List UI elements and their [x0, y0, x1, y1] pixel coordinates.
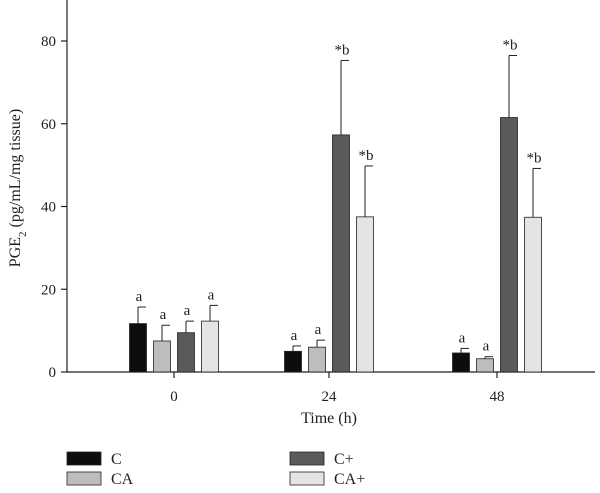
significance-label: *b [359, 148, 374, 164]
bar [153, 340, 171, 373]
significance-label: a [184, 303, 191, 319]
legend-swatch [289, 471, 325, 486]
legend-swatch [66, 471, 102, 486]
significance-label: a [315, 322, 322, 338]
bar [500, 117, 518, 373]
bar [476, 358, 494, 373]
significance-label: *b [527, 150, 542, 166]
bar [308, 346, 326, 373]
x-tick-label: 24 [322, 389, 338, 405]
significance-labels: a a a a a a a *b *b a *b *b [136, 37, 542, 354]
bar [452, 352, 470, 373]
y-tick-label: 20 [41, 282, 56, 298]
y-tick-label: 40 [41, 200, 56, 216]
legend-swatch [66, 451, 102, 466]
significance-label: a [136, 289, 143, 305]
bar [356, 216, 374, 373]
legend-label: CA+ [334, 471, 365, 488]
y-tick-label: 60 [41, 117, 56, 133]
significance-label: a [208, 287, 215, 303]
y-axis-title-main: PGE [7, 237, 24, 267]
bar [332, 134, 350, 373]
x-ticks: 0 24 48 [170, 372, 505, 405]
y-tick-label: 0 [49, 365, 57, 381]
significance-label: a [291, 328, 298, 344]
significance-label: a [459, 330, 466, 346]
bar [284, 350, 302, 373]
bars [129, 54, 542, 373]
legend-label: C+ [334, 451, 354, 468]
significance-label: a [160, 307, 167, 323]
legend: C CA C+ CA+ [66, 451, 365, 488]
x-axis-title: Time (h) [301, 410, 357, 427]
y-ticks: 0 20 40 60 80 [41, 34, 67, 381]
y-axis-title: PGE2 (pg/mL/mg tissue) [7, 109, 29, 267]
y-tick-label: 80 [41, 34, 56, 50]
bar [524, 216, 542, 373]
y-axis-title-subscript: 2 [17, 231, 29, 237]
significance-label: a [483, 339, 490, 355]
bar [177, 332, 195, 373]
x-tick-label: 48 [490, 389, 505, 405]
legend-label: CA [111, 471, 134, 488]
x-tick-label: 0 [170, 389, 178, 405]
significance-label: *b [335, 42, 350, 58]
bar [201, 320, 219, 373]
legend-swatch [289, 451, 325, 466]
bar [129, 323, 147, 373]
significance-label: *b [503, 37, 518, 53]
legend-label: C [111, 451, 122, 468]
y-axis-title-rest: (pg/mL/mg tissue) [7, 109, 24, 232]
